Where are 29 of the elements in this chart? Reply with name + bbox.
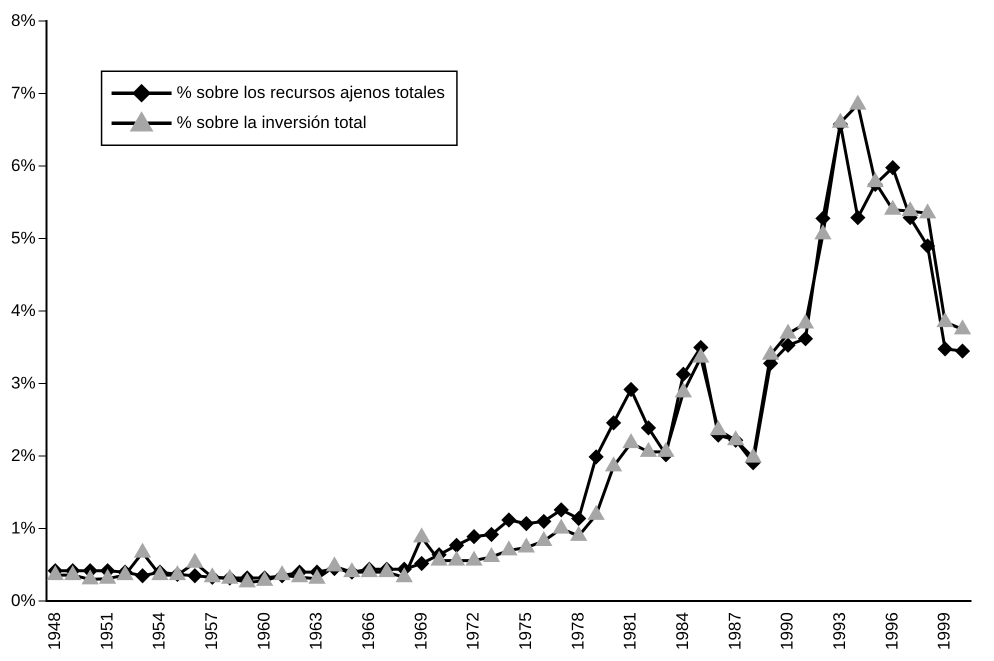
y-tick-label: 3% bbox=[10, 373, 36, 392]
x-tick-label: 1999 bbox=[934, 612, 954, 650]
x-tick-label: 1987 bbox=[725, 612, 744, 650]
x-tick-label: 1957 bbox=[202, 612, 221, 650]
x-tick-label: 1969 bbox=[411, 612, 430, 650]
x-tick-label: 1960 bbox=[254, 612, 274, 650]
x-tick-label: 1954 bbox=[150, 612, 169, 650]
y-tick-label: 0% bbox=[10, 590, 36, 610]
y-tick-label: 7% bbox=[10, 83, 36, 102]
y-tick-label: 8% bbox=[10, 10, 36, 30]
x-tick-label: 1951 bbox=[97, 612, 116, 650]
x-tick-label: 1972 bbox=[464, 612, 483, 650]
x-tick-label: 1963 bbox=[306, 612, 326, 650]
x-tick-label: 1948 bbox=[44, 612, 64, 650]
x-tick-label: 1984 bbox=[673, 612, 692, 650]
x-tick-label: 1990 bbox=[778, 612, 797, 650]
legend-label: % sobre los recursos ajenos totales bbox=[176, 82, 445, 102]
y-tick-label: 5% bbox=[10, 228, 36, 248]
x-tick-label: 1975 bbox=[516, 612, 536, 650]
x-tick-label: 1996 bbox=[882, 612, 902, 650]
x-tick-label: 1966 bbox=[359, 612, 378, 650]
y-tick-label: 2% bbox=[10, 446, 36, 465]
y-tick-label: 1% bbox=[10, 518, 36, 538]
x-tick-label: 1993 bbox=[830, 612, 850, 650]
x-tick-label: 1978 bbox=[568, 612, 588, 650]
y-tick-label: 6% bbox=[10, 156, 36, 175]
x-tick-label: 1981 bbox=[620, 612, 640, 650]
y-tick-label: 4% bbox=[10, 300, 36, 320]
legend-label: % sobre la inversión total bbox=[176, 112, 367, 132]
